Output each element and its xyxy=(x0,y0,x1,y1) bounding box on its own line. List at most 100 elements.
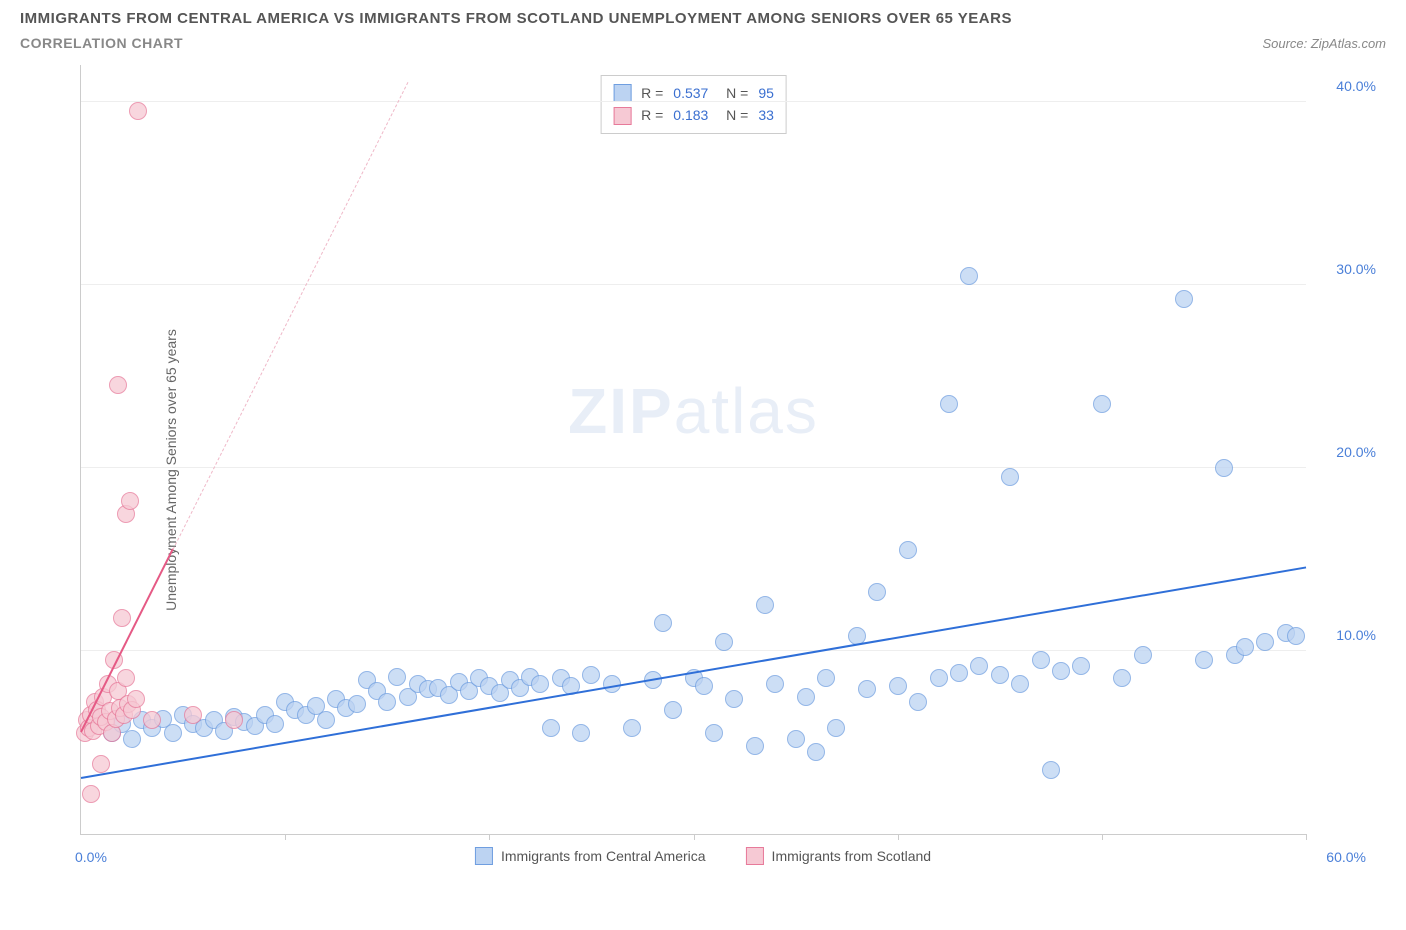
data-point xyxy=(1072,657,1090,675)
x-tick xyxy=(285,834,286,840)
x-axis-origin-label: 0.0% xyxy=(75,849,107,865)
data-point xyxy=(909,693,927,711)
x-tick xyxy=(694,834,695,840)
gridline xyxy=(81,284,1306,285)
legend-label: Immigrants from Scotland xyxy=(772,848,932,864)
data-point xyxy=(950,664,968,682)
data-point xyxy=(1093,395,1111,413)
data-point xyxy=(1042,761,1060,779)
source-label: Source: ZipAtlas.com xyxy=(1262,36,1386,51)
data-point xyxy=(348,695,366,713)
data-point xyxy=(868,583,886,601)
data-point xyxy=(766,675,784,693)
data-point xyxy=(1236,638,1254,656)
x-tick xyxy=(1306,834,1307,840)
stats-n-value: 33 xyxy=(758,104,774,126)
legend-swatch xyxy=(613,107,631,125)
data-point xyxy=(1256,633,1274,651)
watermark-bold: ZIP xyxy=(568,375,674,447)
y-tick-label: 10.0% xyxy=(1316,627,1376,643)
data-point xyxy=(1215,459,1233,477)
data-point xyxy=(664,701,682,719)
y-tick-label: 40.0% xyxy=(1316,78,1376,94)
stats-n-label: N = xyxy=(718,104,748,126)
y-tick-label: 20.0% xyxy=(1316,444,1376,460)
data-point xyxy=(123,730,141,748)
data-point xyxy=(970,657,988,675)
chart-title: IMMIGRANTS FROM CENTRAL AMERICA VS IMMIG… xyxy=(20,10,1386,27)
data-point xyxy=(82,785,100,803)
gridline xyxy=(81,101,1306,102)
data-point xyxy=(378,693,396,711)
data-point xyxy=(582,666,600,684)
data-point xyxy=(797,688,815,706)
chart-header: IMMIGRANTS FROM CENTRAL AMERICA VS IMMIG… xyxy=(20,10,1386,51)
data-point xyxy=(129,102,147,120)
data-point xyxy=(930,669,948,687)
x-axis-max-label: 60.0% xyxy=(1326,849,1366,865)
x-tick xyxy=(489,834,490,840)
stats-box: R =0.537 N =95R =0.183 N =33 xyxy=(600,75,787,134)
data-point xyxy=(623,719,641,737)
bottom-legend: Immigrants from Central America Immigrant… xyxy=(475,847,931,865)
data-point xyxy=(725,690,743,708)
legend-label: Immigrants from Central America xyxy=(501,848,706,864)
watermark-light: atlas xyxy=(674,375,819,447)
data-point xyxy=(1287,627,1305,645)
data-point xyxy=(113,609,131,627)
data-point xyxy=(1001,468,1019,486)
data-point xyxy=(889,677,907,695)
data-point xyxy=(1011,675,1029,693)
data-point xyxy=(746,737,764,755)
y-tick-label: 30.0% xyxy=(1316,261,1376,277)
stats-r-label: R = xyxy=(641,104,663,126)
trend-line-scotland-extrapolated xyxy=(172,83,408,550)
legend-swatch xyxy=(613,84,631,102)
data-point xyxy=(143,711,161,729)
gridline xyxy=(81,467,1306,468)
legend-item: Immigrants from Central America xyxy=(475,847,706,865)
plot-area: ZIPatlas R =0.537 N =95R =0.183 N =33 10… xyxy=(80,65,1306,835)
data-point xyxy=(960,267,978,285)
data-point xyxy=(121,492,139,510)
data-point xyxy=(225,711,243,729)
data-point xyxy=(756,596,774,614)
data-point xyxy=(991,666,1009,684)
data-point xyxy=(109,376,127,394)
data-point xyxy=(1175,290,1193,308)
data-point xyxy=(92,755,110,773)
data-point xyxy=(127,690,145,708)
data-point xyxy=(317,711,335,729)
data-point xyxy=(807,743,825,761)
data-point xyxy=(1134,646,1152,664)
data-point xyxy=(787,730,805,748)
data-point xyxy=(117,669,135,687)
x-tick xyxy=(898,834,899,840)
data-point xyxy=(715,633,733,651)
data-point xyxy=(1052,662,1070,680)
data-point xyxy=(695,677,713,695)
scatter-chart: Unemployment Among Seniors over 65 years… xyxy=(20,55,1386,885)
data-point xyxy=(899,541,917,559)
legend-swatch xyxy=(746,847,764,865)
watermark: ZIPatlas xyxy=(568,374,819,448)
legend-swatch xyxy=(475,847,493,865)
data-point xyxy=(388,668,406,686)
data-point xyxy=(827,719,845,737)
data-point xyxy=(940,395,958,413)
data-point xyxy=(531,675,549,693)
legend-item: Immigrants from Scotland xyxy=(746,847,932,865)
stats-r-value: 0.183 xyxy=(673,104,708,126)
data-point xyxy=(705,724,723,742)
data-point xyxy=(1032,651,1050,669)
data-point xyxy=(817,669,835,687)
data-point xyxy=(266,715,284,733)
x-tick xyxy=(1102,834,1103,840)
chart-subtitle: CORRELATION CHART xyxy=(20,35,183,51)
stats-row: R = 0.183 N = 33 xyxy=(613,104,774,126)
data-point xyxy=(572,724,590,742)
data-point xyxy=(542,719,560,737)
data-point xyxy=(858,680,876,698)
data-point xyxy=(1113,669,1131,687)
data-point xyxy=(654,614,672,632)
